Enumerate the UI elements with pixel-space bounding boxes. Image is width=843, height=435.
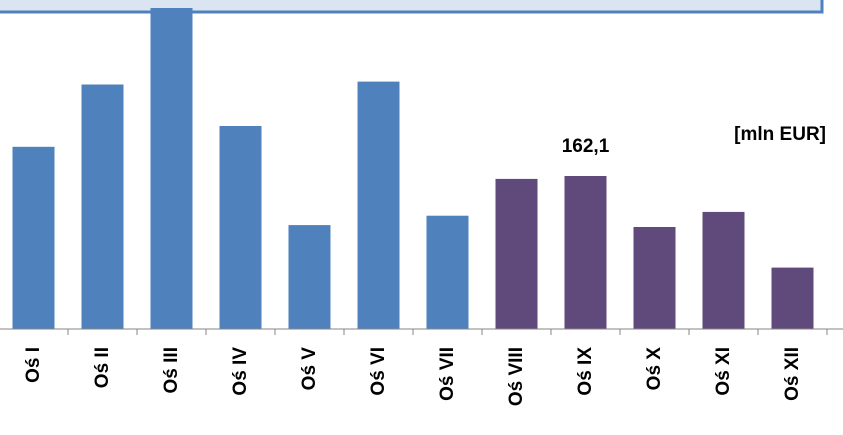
category-label-os-x: Oś X bbox=[644, 347, 665, 391]
bar-os-xii bbox=[771, 267, 814, 329]
bar-os-xi bbox=[702, 211, 745, 329]
category-label-os-xii: Oś XII bbox=[782, 347, 803, 401]
category-label-os-iv: Oś IV bbox=[230, 347, 251, 396]
bar-os-x bbox=[633, 227, 676, 329]
category-label-os-vii: Oś VII bbox=[437, 347, 458, 401]
bar-os-iii bbox=[150, 8, 193, 329]
bar-os-vi bbox=[357, 81, 400, 329]
bar-os-ii bbox=[81, 84, 124, 329]
bar-os-iv bbox=[219, 126, 262, 329]
category-label-os-i: Oś I bbox=[23, 347, 44, 383]
bar-os-viii bbox=[495, 178, 538, 329]
bar-os-v bbox=[288, 225, 331, 329]
category-label-os-iii: Oś III bbox=[161, 347, 182, 393]
data-labels-group: 162,1 bbox=[562, 136, 610, 157]
x-axis-category-labels: Oś I Oś II Oś III Oś IV Oś V Oś VI Oś VII Oś VI… bbox=[23, 347, 803, 406]
bar-os-vii bbox=[426, 215, 469, 329]
category-label-os-viii: Oś VIII bbox=[506, 347, 527, 406]
data-label-os-ix: 162,1 bbox=[562, 136, 610, 157]
bars-group bbox=[12, 8, 814, 329]
category-label-os-ix: Oś IX bbox=[575, 347, 596, 396]
category-label-os-ii: Oś II bbox=[92, 347, 113, 388]
category-label-os-v: Oś V bbox=[299, 347, 320, 391]
category-label-os-vi: Oś VI bbox=[368, 347, 389, 396]
category-label-os-xi: Oś XI bbox=[713, 347, 734, 396]
bar-os-i bbox=[12, 146, 55, 329]
x-axis-ticks bbox=[67, 329, 828, 335]
bar-os-ix bbox=[564, 176, 607, 329]
header-panel bbox=[0, 0, 824, 14]
unit-label: [mln EUR] bbox=[734, 124, 826, 145]
